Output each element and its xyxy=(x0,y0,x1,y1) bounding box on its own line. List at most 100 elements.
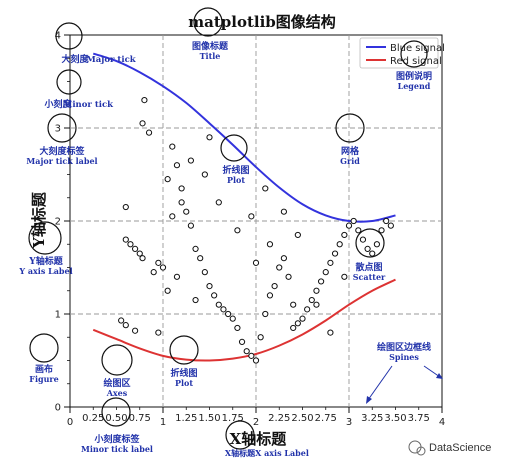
scatter-point xyxy=(206,283,213,290)
ann-title-zh: 图像标题 xyxy=(192,40,229,52)
scatter-point xyxy=(183,208,190,215)
scatter-point xyxy=(192,245,199,252)
scatter-point xyxy=(211,292,218,299)
ann-grid-en: Grid xyxy=(340,156,360,166)
ann-axes-zh: 绘图区 xyxy=(103,377,130,389)
major-x-tick-label: 3 xyxy=(346,417,352,428)
ann-scatter-zh: 散点图 xyxy=(355,261,382,273)
scatter-point xyxy=(122,322,129,329)
ann-axes-en: Axes xyxy=(106,388,128,398)
scatter-point xyxy=(159,264,167,271)
scatter-point xyxy=(141,97,148,104)
major-y-tick-label: 2 xyxy=(55,217,61,228)
minor-x-tick-label: 3.50 xyxy=(384,413,406,424)
scatter-point xyxy=(252,259,260,266)
scatter-point xyxy=(355,227,362,234)
scatter-point xyxy=(387,222,394,229)
scatter-point xyxy=(178,185,185,192)
ann-minor-tick-label-en: Minor tick label xyxy=(81,444,153,454)
scatter-point xyxy=(155,329,162,336)
scatter-point xyxy=(225,310,232,318)
scatter-point xyxy=(266,292,274,299)
scatter-point xyxy=(257,334,264,341)
scatter-point xyxy=(318,278,325,285)
scatter-point xyxy=(139,255,146,262)
scatter-point xyxy=(173,162,181,169)
y-axis-title: Y轴标题 xyxy=(30,191,48,249)
scatter-point xyxy=(178,199,185,206)
ann-spines-zh: 绘图区边框线 xyxy=(377,341,431,353)
scatter-point xyxy=(132,245,139,252)
scatter-point xyxy=(299,315,306,322)
major-y-tick-label: 1 xyxy=(55,310,61,321)
ann-grid-zh: 网格 xyxy=(341,145,360,157)
scatter-point xyxy=(327,329,334,336)
scatter-point xyxy=(271,283,278,290)
annotation-labels: 大刻度 Major tick 小刻度 Minor tick 大刻度标签 Majo… xyxy=(18,40,432,458)
minor-x-tick-label: 0.75 xyxy=(129,413,151,424)
scatter-point xyxy=(192,296,199,304)
scatter-point xyxy=(234,324,241,332)
ann-plot-bottom-en: Plot xyxy=(175,378,193,388)
scatter-point xyxy=(122,203,129,211)
scatter-point xyxy=(220,306,227,313)
ann-plot-top-en: Plot xyxy=(227,175,245,185)
scatter-point xyxy=(136,250,143,257)
scatter-point xyxy=(327,259,334,266)
major-x-tick-label: 4 xyxy=(439,417,445,428)
scatter-point xyxy=(139,120,146,127)
scatter-point xyxy=(145,129,153,136)
chart-title: matplotlib图像结构 xyxy=(188,13,336,31)
scatter-point xyxy=(248,213,255,220)
minor-tick-label-circle xyxy=(101,397,131,427)
major-y-tick-label: 0 xyxy=(55,403,61,414)
minor-x-tick-label: 2.25 xyxy=(268,413,290,424)
scatter-point xyxy=(187,157,194,164)
scatter-point xyxy=(294,320,301,327)
ann-minor-tick-zh: 小刻度 xyxy=(43,98,72,110)
scatter-point xyxy=(266,241,274,248)
scatter-point xyxy=(197,255,204,262)
arrowhead-right-icon xyxy=(436,373,443,379)
ann-figure-en: Figure xyxy=(29,374,58,384)
ann-x-axis-label-zh: X轴标题 xyxy=(225,448,256,458)
title-circle xyxy=(193,7,223,37)
minor-x-tick-label: 0.50 xyxy=(105,413,127,424)
scatter-point xyxy=(262,185,269,192)
ann-minor-tick-en: Minor tick xyxy=(63,100,114,110)
scatter-point xyxy=(290,324,297,332)
scatter-point xyxy=(248,352,255,359)
scatter-point xyxy=(173,273,181,280)
scatter-point xyxy=(350,217,357,225)
scatter-point xyxy=(122,236,129,243)
scatter-point xyxy=(383,217,390,225)
scatter-point xyxy=(304,306,311,313)
spines-arrows xyxy=(366,365,443,404)
scatter-point xyxy=(215,301,222,308)
scatter-point xyxy=(252,357,260,364)
scatter-point xyxy=(155,259,162,266)
watermark-text: DataScience xyxy=(429,442,491,454)
scatter-point xyxy=(322,269,329,276)
scatter-point xyxy=(369,250,376,257)
grid-circle xyxy=(335,113,365,143)
ann-minor-tick-label-zh: 小刻度标签 xyxy=(93,433,140,445)
scatter-points xyxy=(118,97,394,364)
scatter-point xyxy=(373,241,380,248)
scatter-point xyxy=(359,236,367,243)
spines-arrow-left xyxy=(367,365,393,401)
scatter-point xyxy=(243,348,250,355)
scatter-point xyxy=(294,231,301,239)
scatter-point xyxy=(378,227,385,234)
scatter-circle xyxy=(355,228,385,258)
wechat-icon-inner xyxy=(416,446,426,456)
ann-scatter-en: Scatter xyxy=(353,272,386,282)
scatter-point xyxy=(345,222,353,229)
major-y-tick-label: 3 xyxy=(55,124,61,135)
scatter-point xyxy=(187,222,194,229)
y-axis-ticks: 0 1 2 3 4 xyxy=(55,31,70,414)
scatter-point xyxy=(127,241,134,248)
legend-label-red: Red signal xyxy=(390,56,442,67)
scatter-point xyxy=(280,255,287,262)
ann-x-axis-label-en: X axis Label xyxy=(255,448,309,458)
